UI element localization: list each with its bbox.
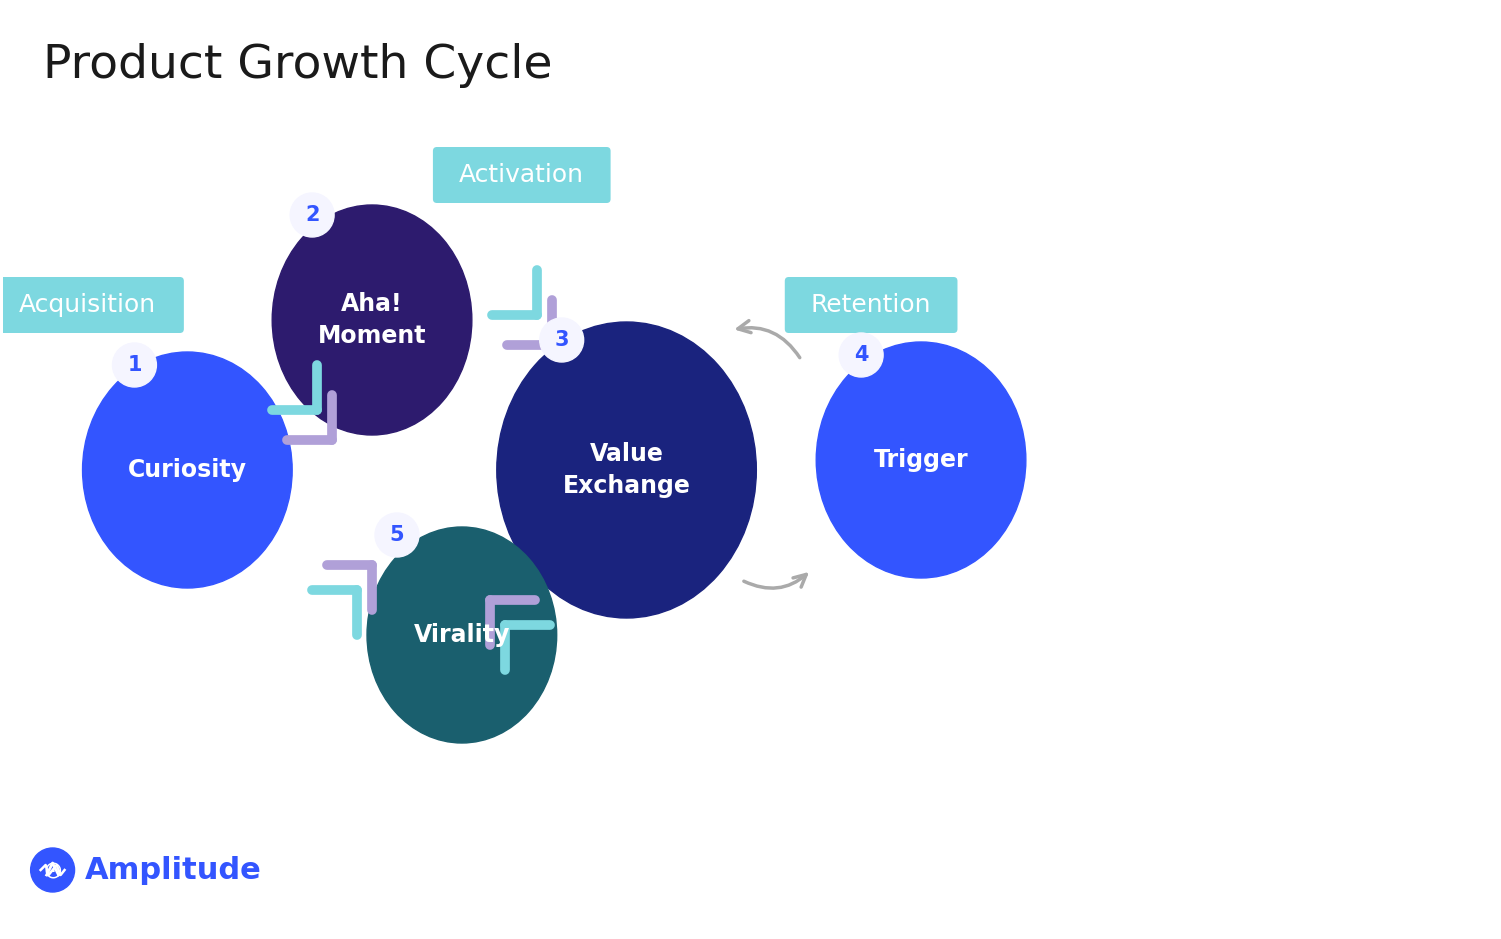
Circle shape	[30, 848, 75, 892]
Circle shape	[290, 193, 335, 237]
FancyBboxPatch shape	[785, 277, 958, 333]
Text: Amplitude: Amplitude	[84, 855, 261, 885]
Text: Virality: Virality	[414, 623, 510, 647]
Text: 2: 2	[305, 205, 320, 225]
Text: Acquisition: Acquisition	[20, 293, 156, 317]
Circle shape	[375, 513, 419, 557]
Ellipse shape	[83, 352, 293, 588]
Circle shape	[113, 343, 156, 387]
Text: Product Growth Cycle: Product Growth Cycle	[42, 42, 552, 87]
Ellipse shape	[497, 322, 757, 618]
Circle shape	[540, 318, 584, 362]
Text: Curiosity: Curiosity	[128, 458, 246, 482]
FancyBboxPatch shape	[0, 277, 183, 333]
Text: Aha!
Moment: Aha! Moment	[318, 292, 426, 347]
Ellipse shape	[272, 205, 471, 435]
Text: Trigger: Trigger	[874, 448, 968, 472]
FancyArrowPatch shape	[738, 320, 800, 358]
Text: 1: 1	[128, 355, 141, 375]
Text: Value
Exchange: Value Exchange	[563, 442, 690, 498]
Text: 4: 4	[854, 345, 869, 365]
Circle shape	[839, 333, 883, 377]
Text: ⨀: ⨀	[45, 861, 62, 879]
Ellipse shape	[817, 342, 1025, 578]
FancyArrowPatch shape	[744, 575, 806, 588]
Ellipse shape	[368, 527, 557, 743]
FancyBboxPatch shape	[432, 147, 611, 203]
Text: Retention: Retention	[811, 293, 932, 317]
Text: Activation: Activation	[459, 163, 584, 187]
Text: 3: 3	[554, 330, 569, 350]
Text: 5: 5	[390, 525, 404, 545]
